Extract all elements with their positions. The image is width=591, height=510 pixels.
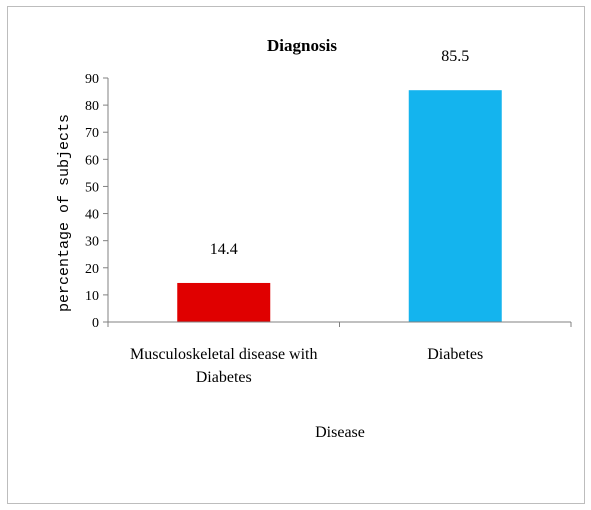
y-tick-label: 80 xyxy=(85,99,99,114)
x-tick-label-line: Musculoskeletal disease with xyxy=(130,346,318,363)
x-tick-label: Diabetes xyxy=(427,346,483,363)
x-axis-label: Disease xyxy=(315,424,365,441)
y-tick-label: 20 xyxy=(85,262,99,277)
y-tick-label: 70 xyxy=(85,126,99,141)
chart-title: Diagnosis xyxy=(267,36,337,55)
x-axis-categories: Musculoskeletal disease with Diabetes Diab… xyxy=(107,322,572,386)
y-axis-label: percentage of subjects xyxy=(56,114,73,312)
y-tick-label: 40 xyxy=(85,208,99,223)
y-tick-label: 50 xyxy=(85,180,99,195)
bars xyxy=(177,90,502,322)
x-tick-label: Musculoskeletal disease with Diabetes xyxy=(130,346,318,386)
data-label: 85.5 xyxy=(441,48,469,65)
x-tick-label-line: Diabetes xyxy=(427,346,483,363)
bar xyxy=(408,90,502,322)
y-tick-label: 0 xyxy=(92,316,99,331)
data-labels: 14.4 85.5 xyxy=(210,48,470,258)
x-tick-label-line: Diabetes xyxy=(196,369,252,386)
data-label: 14.4 xyxy=(210,241,238,258)
y-tick-label: 90 xyxy=(85,72,99,87)
y-tick-label: 30 xyxy=(85,235,99,250)
bar xyxy=(177,282,271,322)
y-tick-label: 60 xyxy=(85,153,99,168)
y-axis-ticks: 0 10 20 30 40 50 60 70 80 90 xyxy=(85,72,108,331)
y-tick-label: 10 xyxy=(85,289,99,304)
